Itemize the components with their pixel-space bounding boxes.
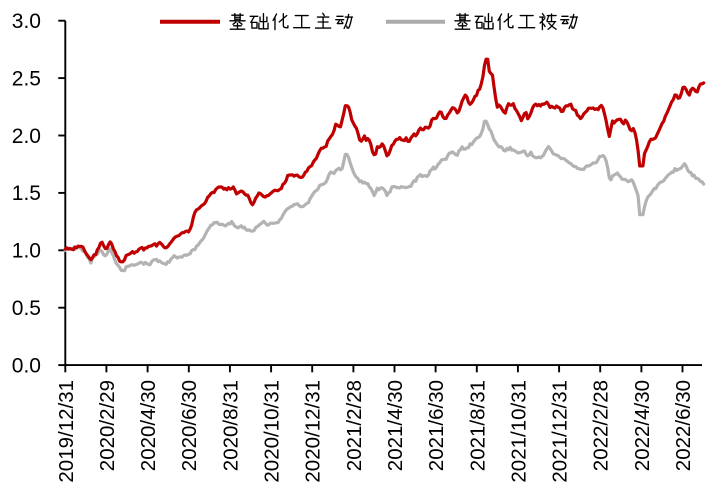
svg-text:2021/6/30: 2021/6/30: [425, 380, 448, 471]
svg-text:2020/12/31: 2020/12/31: [302, 380, 325, 483]
svg-text:2020/6/30: 2020/6/30: [178, 380, 201, 471]
svg-text:2021/2/28: 2021/2/28: [343, 380, 366, 471]
svg-text:2019/12/31: 2019/12/31: [55, 380, 78, 483]
svg-text:2.5: 2.5: [12, 67, 41, 90]
svg-text:2.0: 2.0: [12, 125, 41, 148]
svg-text:2020/4/30: 2020/4/30: [137, 380, 160, 471]
svg-text:2020/8/31: 2020/8/31: [219, 380, 242, 471]
svg-text:3.0: 3.0: [12, 10, 41, 33]
svg-text:2022/4/30: 2022/4/30: [631, 380, 654, 471]
svg-text:1.0: 1.0: [12, 240, 41, 263]
svg-text:2022/2/28: 2022/2/28: [590, 380, 613, 471]
svg-text:1.5: 1.5: [12, 182, 41, 205]
svg-text:2020/2/29: 2020/2/29: [96, 380, 119, 471]
svg-text:2020/10/31: 2020/10/31: [261, 380, 284, 483]
svg-text:2021/8/31: 2021/8/31: [466, 380, 489, 471]
svg-text:2022/6/30: 2022/6/30: [672, 380, 695, 471]
svg-text:0.0: 0.0: [12, 354, 41, 377]
svg-text:2021/12/31: 2021/12/31: [549, 380, 572, 483]
svg-text:2021/4/30: 2021/4/30: [384, 380, 407, 471]
svg-text:2021/10/31: 2021/10/31: [507, 380, 530, 483]
svg-text:0.5: 0.5: [12, 297, 41, 320]
